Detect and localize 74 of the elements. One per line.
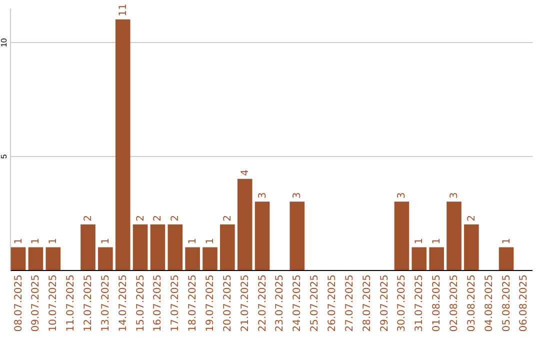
bar [429,247,444,270]
bar [28,247,44,270]
data-label: 4 [240,169,251,176]
x-tick-label: 23.07.2025 [274,274,286,332]
x-tick-label: 04.08.2025 [484,274,495,332]
data-label: 2 [82,215,94,222]
data-label: 11 [118,4,129,16]
x-tick-label: 13.07.2025 [100,274,112,332]
x-tick-label: 30.07.2025 [396,274,408,332]
x-tick-label: 28.07.2025 [362,274,373,332]
x-tick-label: 14.07.2025 [118,274,129,332]
bar [10,247,26,270]
data-label: 1 [432,238,443,244]
data-label: 1 [30,238,42,244]
x-tick-label: 31.07.2025 [414,274,426,332]
bar [446,202,462,270]
bar [220,224,235,270]
x-tick-label: 17.07.2025 [170,274,182,332]
bar [498,247,514,270]
x-tick-label: 02.08.2025 [449,274,460,332]
data-label: 3 [449,192,460,199]
bar [98,247,113,270]
bar [254,202,270,270]
data-label: 1 [414,238,426,244]
data-label: 3 [396,192,408,199]
x-tick-label: 27.07.2025 [344,274,356,332]
x-tick-label: 22.07.2025 [257,274,268,332]
bar [185,247,200,270]
bar [290,202,305,270]
data-label: 1 [205,238,216,244]
bar [237,178,252,270]
bar [46,247,61,270]
x-tick-label: 10.07.2025 [48,274,60,332]
bar [132,224,148,270]
x-tick-label: 05.08.2025 [501,274,512,332]
bar [168,224,183,270]
x-tick-label: 03.08.2025 [466,274,478,332]
x-tick-label: 15.07.2025 [135,274,146,332]
data-label: 1 [48,238,60,244]
data-label: 2 [152,215,164,222]
x-tick-label: 25.07.2025 [310,274,321,332]
x-tick-label: 11.07.2025 [66,274,77,332]
data-label: 2 [222,215,234,222]
x-tick-label: 06.08.2025 [518,274,530,332]
y-tick-label: 5 [0,154,8,159]
x-tick-label: 16.07.2025 [152,274,164,332]
x-tick-label: 12.07.2025 [82,274,94,332]
bar [412,247,427,270]
bar [464,224,479,270]
bar [80,224,96,270]
data-label: 2 [466,215,478,222]
x-tick-label: 20.07.2025 [222,274,234,332]
bar [150,224,166,270]
x-tick-label: 29.07.2025 [379,274,390,332]
x-tick-label: 01.08.2025 [432,274,443,332]
bar [115,19,130,270]
y-tick-label: 10 [0,38,8,48]
bar [394,202,410,270]
x-tick-label: 19.07.2025 [205,274,216,332]
data-label: 1 [501,238,512,244]
bar [202,247,218,270]
data-label: 2 [170,215,182,222]
x-tick-label: 09.07.2025 [30,274,42,332]
x-tick-label: 21.07.2025 [240,274,251,332]
data-label: 1 [188,238,199,244]
data-label: 3 [292,192,304,199]
data-label: 3 [257,192,268,199]
data-label: 2 [135,215,146,222]
x-tick-label: 08.07.2025 [13,274,24,332]
data-label: 1 [13,238,24,244]
data-label: 1 [100,238,112,244]
x-tick-label: 18.07.2025 [188,274,199,332]
x-tick-label: 26.07.2025 [327,274,338,332]
x-tick-label: 24.07.2025 [292,274,304,332]
